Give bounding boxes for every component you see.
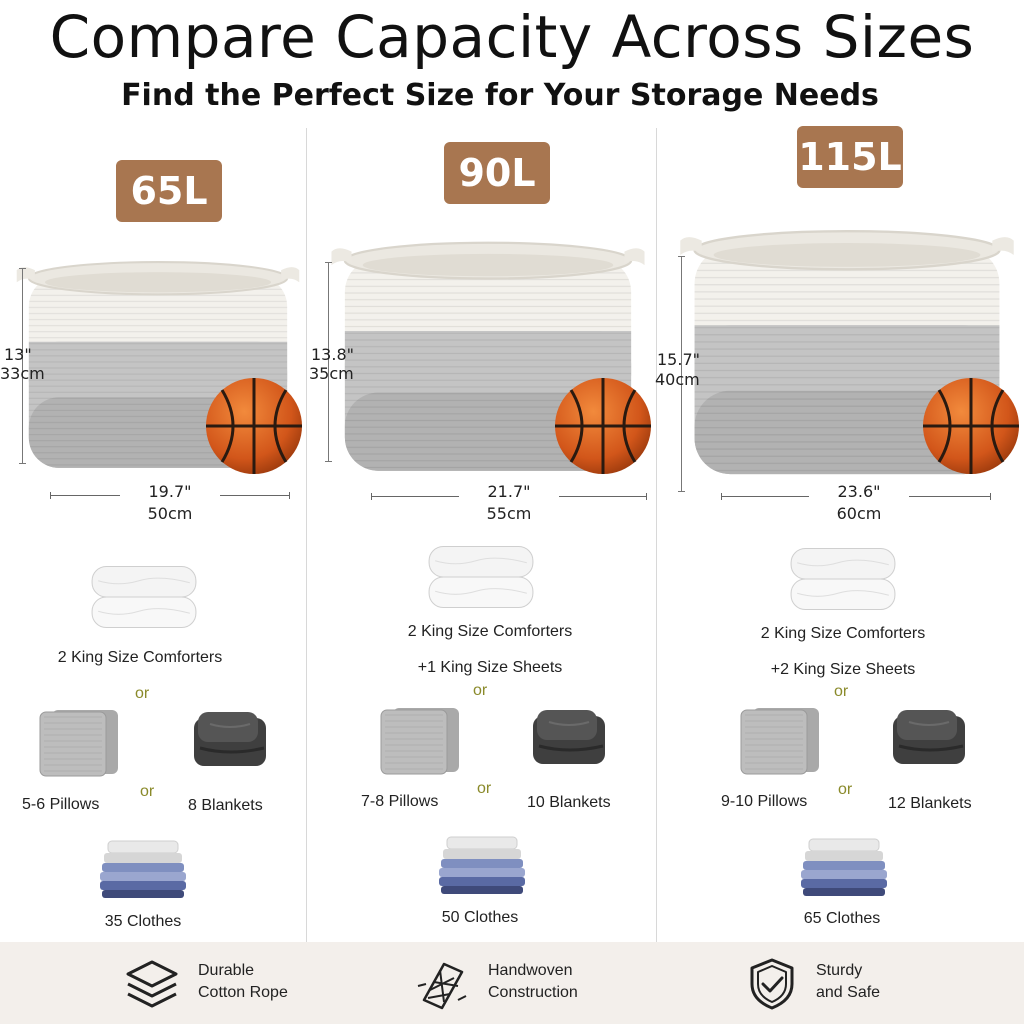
or-separator: or [477,780,492,797]
pillow-icon [739,706,823,776]
capacity-badge: 65L [116,160,222,222]
blankets-capacity: 10 Blankets [527,794,611,811]
pillow-icon [379,706,463,776]
feature-durable: Durable Cotton Rope [198,960,288,1004]
pillows-capacity: 5-6 Pillows [22,796,100,813]
or-separator: or [140,783,155,800]
capacity-badge: 115L [797,126,903,188]
pillows-capacity: 7-8 Pillows [361,793,439,810]
basketball-icon [553,376,653,476]
size-column-115l: 115L 15.7" 40cm 23.6" 60cm 2 King Size C… [655,0,1024,942]
pillows-capacity: 9-10 Pillows [721,793,808,810]
basketball-icon [921,376,1021,476]
pillow-icon [38,708,122,778]
height-cm: 35cm [309,364,354,383]
blanket-icon [529,706,609,768]
width-inches: 21.7" [459,482,559,501]
height-dimension-line [678,256,685,492]
comforters-capacity: 2 King Size Comforters [760,625,926,642]
column-divider [306,128,307,942]
height-inches: 13" [4,345,32,364]
or-separator: or [838,781,853,798]
height-inches: 13.8" [311,345,354,364]
feature-line: and Safe [816,984,881,1001]
feature-line: Sturdy [816,962,863,979]
feature-line: Handwoven [488,962,573,979]
size-column-65l: 65L 13" 33cm 19.7" 50cm 2 King Size Comf… [0,0,306,942]
height-dimension-line [19,268,26,464]
clothes-icon [795,836,891,898]
comforters-capacity: 2 King Size Comforters [407,623,573,640]
width-inches: 23.6" [809,482,909,501]
blanket-icon [889,706,969,768]
feature-handwoven: Handwoven Construction [488,960,578,1004]
shield-check-icon [750,958,794,1010]
width-cm: 50cm [147,504,193,523]
blanket-icon [190,708,270,770]
blankets-capacity: 8 Blankets [188,797,263,814]
clothes-capacity: 50 Clothes [441,909,519,926]
or-separator: or [135,685,150,702]
clothes-icon [94,838,190,900]
column-divider [656,128,657,942]
height-inches: 15.7" [657,350,700,369]
width-inches: 19.7" [120,482,220,501]
features-bar: Durable Cotton Rope Handwoven Constructi… [0,942,1024,1024]
height-cm: 33cm [0,364,45,383]
size-column-90l: 90L 13.8" 35cm 21.7" 55cm 2 King Size Co… [307,0,656,942]
height-dimension-line [325,262,332,462]
capacity-badge: 90L [444,142,550,204]
basketball-icon [204,376,304,476]
comforter-icon [425,540,537,614]
feature-sturdy: Sturdy and Safe [816,960,880,1004]
width-cm: 55cm [486,504,532,523]
or-separator: or [473,682,488,699]
woven-rope-icon [417,962,467,1010]
feature-line: Cotton Rope [198,984,288,1001]
blankets-capacity: 12 Blankets [888,795,972,812]
height-cm: 40cm [655,370,700,389]
clothes-icon [433,834,529,896]
width-cm: 60cm [836,504,882,523]
layers-icon [126,960,178,1008]
page-title: Compare Capacity Across Sizes [49,3,975,71]
comforter-icon [787,542,899,616]
feature-line: Durable [198,962,255,979]
sheets-capacity: +2 King Size Sheets [770,661,916,678]
or-separator: or [834,683,849,700]
feature-line: Construction [488,984,578,1001]
clothes-capacity: 35 Clothes [104,913,182,930]
comforter-icon [88,560,200,634]
clothes-capacity: 65 Clothes [803,910,881,927]
page-subtitle: Find the Perfect Size for Your Storage N… [121,78,879,113]
comforters-capacity: 2 King Size Comforters [57,649,223,666]
sheets-capacity: +1 King Size Sheets [417,659,563,676]
